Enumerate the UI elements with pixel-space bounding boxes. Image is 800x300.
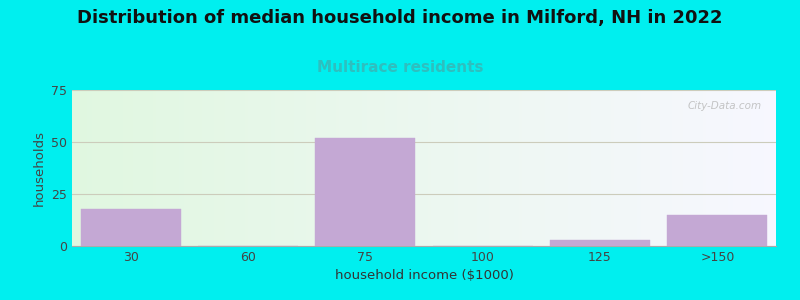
Bar	[667, 215, 767, 246]
Bar	[315, 138, 415, 246]
Text: Distribution of median household income in Milford, NH in 2022: Distribution of median household income …	[78, 9, 722, 27]
Text: Multirace residents: Multirace residents	[317, 60, 483, 75]
Bar	[81, 208, 181, 246]
Bar	[550, 240, 650, 246]
Y-axis label: households: households	[33, 130, 46, 206]
Text: City-Data.com: City-Data.com	[688, 101, 762, 111]
X-axis label: household income ($1000): household income ($1000)	[334, 269, 514, 282]
